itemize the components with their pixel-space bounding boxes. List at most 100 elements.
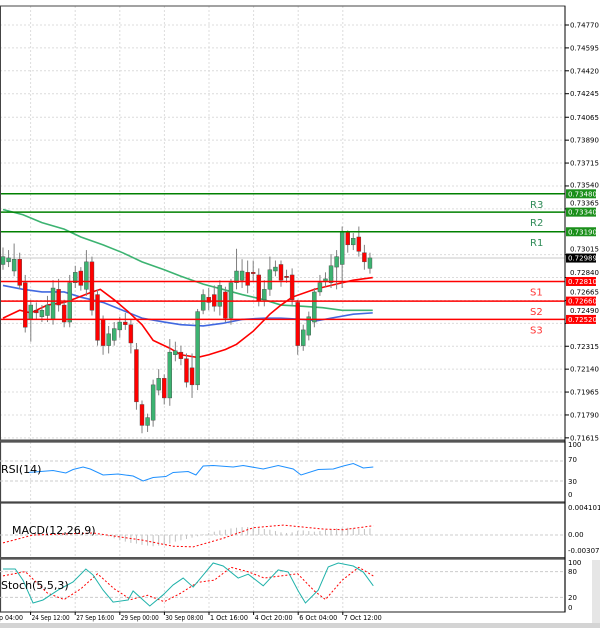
candle-body [200, 294, 206, 311]
candle-body [50, 287, 56, 320]
macd-signal-line [2, 524, 374, 548]
candle-body [134, 349, 139, 403]
time-tick-label: 30 Sep 08:00 [165, 614, 203, 622]
price-tick-label: 0.72140 [570, 366, 599, 374]
candle-body [295, 302, 300, 346]
candle-body [278, 264, 284, 281]
stoch-title: Stoch(5,5,3) [1, 579, 69, 592]
macd-tick-label: 0.004101 [568, 504, 600, 512]
rsi-tick-label: 70 [568, 456, 577, 464]
price-tick-label: 0.74595 [570, 44, 599, 52]
price-tick-label: 0.74770 [570, 22, 599, 30]
candle-body [351, 238, 356, 246]
level-price-box [566, 314, 596, 324]
time-tick-label: 27 Sep 16:00 [76, 614, 114, 622]
level-price-label: 0.72660 [568, 298, 597, 306]
stoch-tick-label: 100 [568, 559, 581, 567]
candle-body [234, 270, 239, 283]
price-tick-label: 0.71615 [570, 434, 599, 442]
price-tick-label: 0.71790 [570, 411, 599, 419]
candle-body [284, 276, 289, 278]
time-tick-label: p 04:00 [0, 614, 23, 622]
time-tick-label: 1 Oct 16:00 [210, 614, 248, 622]
rsi-tick-label: 30 [568, 478, 577, 486]
candle-body [184, 358, 189, 383]
rsi-title: RSI(14) [1, 463, 41, 476]
rsi-tick-label: 100 [568, 441, 581, 449]
price-tick-label: 0.72315 [570, 343, 599, 351]
candle-body [6, 257, 11, 263]
candle-body [239, 270, 245, 281]
level-price-box [566, 207, 596, 217]
vertical-scrollbar[interactable] [592, 560, 600, 623]
level-tag-s1: S1 [530, 287, 543, 298]
candle-body [195, 311, 200, 386]
candle-body [106, 333, 111, 346]
candle-body [17, 259, 22, 286]
candle-body [56, 289, 61, 306]
macd-tick-label: -0.00307 [568, 547, 599, 555]
candle-body [256, 274, 261, 302]
price-tick-label: 0.72840 [570, 269, 599, 277]
stoch-main-line [3, 562, 374, 607]
horizontal-scrollbar[interactable] [0, 623, 600, 628]
candle-body [217, 285, 223, 307]
candle-body [156, 378, 161, 391]
candle-body [150, 384, 156, 421]
rsi-line [27, 462, 374, 482]
rsi-tick-label: 0 [568, 491, 572, 499]
candle-body [173, 350, 178, 355]
candle-body [23, 282, 28, 328]
candle-body [73, 272, 78, 283]
candle-body [128, 324, 134, 344]
candle-body [84, 261, 89, 290]
price-tick-label: 0.74420 [570, 67, 599, 75]
candle-body [312, 291, 317, 323]
candle-body [111, 328, 117, 341]
candle-body [100, 319, 106, 346]
current-price-box [566, 253, 596, 263]
level-price-label: 0.73190 [568, 228, 597, 236]
level-price-box [566, 276, 596, 286]
candle-body [117, 321, 122, 331]
time-tick-label: 24 Sep 12:00 [32, 614, 70, 622]
candle-body [78, 270, 84, 286]
price-tick-label: 0.74065 [570, 114, 599, 122]
candle-body [145, 417, 150, 426]
time-tick-label: 4 Oct 20:00 [255, 614, 293, 622]
candle-body [189, 367, 195, 386]
stoch-tick-label: 80 [568, 568, 577, 576]
candle-body [39, 310, 45, 318]
price-tick-label: 0.73540 [570, 181, 599, 189]
moving-average-slow [2, 208, 373, 312]
price-tick-label: 0.73890 [570, 137, 599, 145]
candle-body [206, 296, 211, 303]
candle-body [245, 272, 250, 286]
candle-body [95, 294, 100, 341]
level-tag-s2: S2 [530, 307, 543, 318]
level-price-box [566, 296, 596, 306]
candle-body [334, 256, 339, 268]
price-tick-label: 0.72490 [570, 307, 599, 315]
candle-body [273, 266, 278, 272]
price-tick-label: 0.74245 [570, 90, 599, 98]
price-tick-label: 0.71965 [570, 389, 599, 397]
candle-body [289, 274, 295, 300]
candle-body [11, 259, 17, 272]
candle-body [306, 316, 311, 336]
price-tick-label: 0.73715 [570, 160, 599, 168]
candle-body [317, 282, 323, 293]
level-price-box [566, 227, 596, 237]
level-price-label: 0.72810 [568, 278, 597, 286]
macd-title: MACD(12,26,9) [12, 524, 96, 537]
current-price-label: 0.72989 [568, 255, 597, 263]
time-tick-label: 29 Sep 00:00 [121, 614, 159, 622]
candle-body [345, 231, 350, 246]
level-tag-s3: S3 [530, 325, 543, 336]
level-price-label: 0.73480 [568, 190, 597, 198]
candle-body [328, 265, 334, 283]
stoch-tick-label: 20 [568, 594, 577, 602]
candle-body [34, 310, 39, 314]
